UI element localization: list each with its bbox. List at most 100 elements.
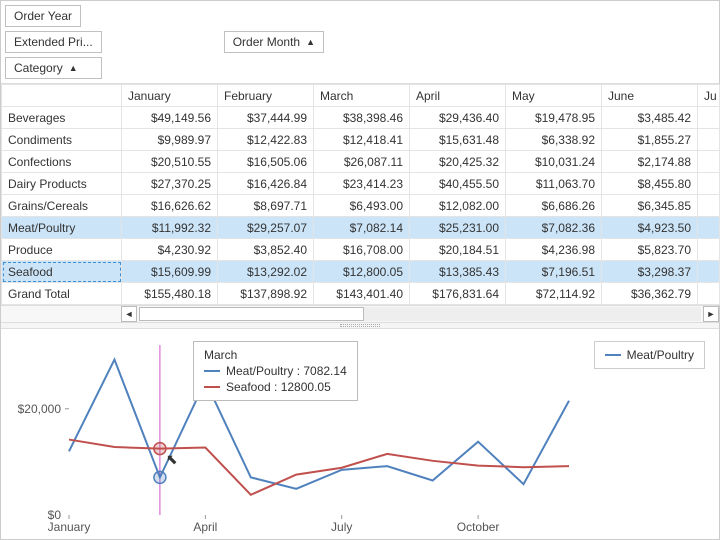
value-cell[interactable]: $15,631.48 bbox=[410, 129, 506, 151]
table-row[interactable]: Seafood$15,609.99$13,292.02$12,800.05$13… bbox=[2, 261, 720, 283]
table-row[interactable]: Condiments$9,989.97$12,422.83$12,418.41$… bbox=[2, 129, 720, 151]
series-marker[interactable] bbox=[154, 443, 166, 455]
value-cell[interactable]: $8,697.71 bbox=[218, 195, 314, 217]
value-cell[interactable]: $11,992.32 bbox=[122, 217, 218, 239]
month-header[interactable]: March bbox=[314, 85, 410, 107]
total-label: Grand Total bbox=[2, 283, 122, 305]
value-cell[interactable]: $16,505.06 bbox=[218, 151, 314, 173]
total-cell: $137,898.92 bbox=[218, 283, 314, 305]
scroll-track[interactable] bbox=[139, 307, 701, 321]
value-cell[interactable]: $40,455.50 bbox=[410, 173, 506, 195]
category-cell[interactable]: Dairy Products bbox=[2, 173, 122, 195]
value-cell[interactable]: $6,493.00 bbox=[314, 195, 410, 217]
value-cell[interactable]: $3,485.42 bbox=[602, 107, 698, 129]
table-row[interactable]: Meat/Poultry$11,992.32$29,257.07$7,082.1… bbox=[2, 217, 720, 239]
value-cell[interactable]: $7,082.36 bbox=[506, 217, 602, 239]
value-cell[interactable]: $7,082.14 bbox=[314, 217, 410, 239]
order-year-pill[interactable]: Order Year bbox=[5, 5, 81, 27]
value-cell[interactable]: $25,231.00 bbox=[410, 217, 506, 239]
overflow-cell bbox=[698, 151, 720, 173]
table-row[interactable]: Grains/Cereals$16,626.62$8,697.71$6,493.… bbox=[2, 195, 720, 217]
value-cell[interactable]: $6,686.26 bbox=[506, 195, 602, 217]
series-marker[interactable] bbox=[154, 471, 166, 483]
grand-total-row: Grand Total$155,480.18$137,898.92$143,40… bbox=[2, 283, 720, 305]
value-cell[interactable]: $27,370.25 bbox=[122, 173, 218, 195]
table-row[interactable]: Dairy Products$27,370.25$16,426.84$23,41… bbox=[2, 173, 720, 195]
order-month-pill[interactable]: Order Month▲ bbox=[224, 31, 324, 53]
value-cell[interactable]: $12,422.83 bbox=[218, 129, 314, 151]
y-tick-label: $20,000 bbox=[18, 402, 62, 416]
splitter[interactable] bbox=[1, 322, 719, 329]
legend-line-icon bbox=[605, 354, 621, 356]
extended-price-pill[interactable]: Extended Pri... bbox=[5, 31, 102, 53]
scroll-right-icon[interactable]: ► bbox=[703, 306, 719, 322]
value-cell[interactable]: $15,609.99 bbox=[122, 261, 218, 283]
category-pill[interactable]: Category▲ bbox=[5, 57, 102, 79]
series-color-icon bbox=[204, 386, 220, 388]
category-cell[interactable]: Grains/Cereals bbox=[2, 195, 122, 217]
value-cell[interactable]: $19,478.95 bbox=[506, 107, 602, 129]
legend-label: Meat/Poultry bbox=[627, 348, 694, 362]
value-cell[interactable]: $7,196.51 bbox=[506, 261, 602, 283]
horizontal-scrollbar[interactable]: ◄ ► bbox=[1, 305, 719, 322]
month-header[interactable]: April bbox=[410, 85, 506, 107]
category-cell[interactable]: Beverages bbox=[2, 107, 122, 129]
category-cell[interactable]: Condiments bbox=[2, 129, 122, 151]
category-cell[interactable]: Produce bbox=[2, 239, 122, 261]
value-cell[interactable]: $16,626.62 bbox=[122, 195, 218, 217]
month-header[interactable]: February bbox=[218, 85, 314, 107]
value-cell[interactable]: $16,708.00 bbox=[314, 239, 410, 261]
value-cell[interactable]: $16,426.84 bbox=[218, 173, 314, 195]
month-header[interactable]: January bbox=[122, 85, 218, 107]
value-cell[interactable]: $20,425.32 bbox=[410, 151, 506, 173]
corner-cell bbox=[2, 85, 122, 107]
value-cell[interactable]: $38,398.46 bbox=[314, 107, 410, 129]
month-header[interactable]: May bbox=[506, 85, 602, 107]
chart-area: Meat/Poultry March Meat/Poultry : 7082.1… bbox=[1, 329, 719, 539]
value-cell[interactable]: $4,236.98 bbox=[506, 239, 602, 261]
scroll-thumb[interactable] bbox=[139, 307, 364, 321]
value-cell[interactable]: $4,923.50 bbox=[602, 217, 698, 239]
value-cell[interactable]: $2,174.88 bbox=[602, 151, 698, 173]
tooltip-title: March bbox=[204, 348, 347, 362]
overflow-cell bbox=[698, 261, 720, 283]
series-line[interactable] bbox=[69, 440, 569, 495]
value-cell[interactable]: $37,444.99 bbox=[218, 107, 314, 129]
value-cell[interactable]: $5,823.70 bbox=[602, 239, 698, 261]
table-row[interactable]: Confections$20,510.55$16,505.06$26,087.1… bbox=[2, 151, 720, 173]
pivot-panel: Order Year Extended Pri... Category▲ Ord… bbox=[0, 0, 720, 540]
value-cell[interactable]: $10,031.24 bbox=[506, 151, 602, 173]
value-cell[interactable]: $1,855.27 bbox=[602, 129, 698, 151]
value-cell[interactable]: $26,087.11 bbox=[314, 151, 410, 173]
value-cell[interactable]: $11,063.70 bbox=[506, 173, 602, 195]
table-row[interactable]: Produce$4,230.92$3,852.40$16,708.00$20,1… bbox=[2, 239, 720, 261]
scroll-left-icon[interactable]: ◄ bbox=[121, 306, 137, 322]
value-cell[interactable]: $13,385.43 bbox=[410, 261, 506, 283]
category-cell[interactable]: Meat/Poultry bbox=[2, 217, 122, 239]
value-cell[interactable]: $20,510.55 bbox=[122, 151, 218, 173]
overflow-cell bbox=[698, 107, 720, 129]
value-cell[interactable]: $3,852.40 bbox=[218, 239, 314, 261]
category-cell[interactable]: Seafood bbox=[2, 261, 122, 283]
value-cell[interactable]: $12,082.00 bbox=[410, 195, 506, 217]
category-cell[interactable]: Confections bbox=[2, 151, 122, 173]
value-cell[interactable]: $6,338.92 bbox=[506, 129, 602, 151]
value-cell[interactable]: $49,149.56 bbox=[122, 107, 218, 129]
value-cell[interactable]: $6,345.85 bbox=[602, 195, 698, 217]
month-header[interactable]: June bbox=[602, 85, 698, 107]
value-cell[interactable]: $29,436.40 bbox=[410, 107, 506, 129]
value-cell[interactable]: $8,455.80 bbox=[602, 173, 698, 195]
value-cell[interactable]: $29,257.07 bbox=[218, 217, 314, 239]
overflow-cell bbox=[698, 283, 720, 305]
filter-area: Order Year bbox=[1, 1, 719, 31]
value-cell[interactable]: $13,292.02 bbox=[218, 261, 314, 283]
value-cell[interactable]: $23,414.23 bbox=[314, 173, 410, 195]
value-cell[interactable]: $3,298.37 bbox=[602, 261, 698, 283]
table-row[interactable]: Beverages$49,149.56$37,444.99$38,398.46$… bbox=[2, 107, 720, 129]
value-cell[interactable]: $4,230.92 bbox=[122, 239, 218, 261]
overflow-cell bbox=[698, 195, 720, 217]
value-cell[interactable]: $9,989.97 bbox=[122, 129, 218, 151]
value-cell[interactable]: $12,800.05 bbox=[314, 261, 410, 283]
value-cell[interactable]: $12,418.41 bbox=[314, 129, 410, 151]
value-cell[interactable]: $20,184.51 bbox=[410, 239, 506, 261]
